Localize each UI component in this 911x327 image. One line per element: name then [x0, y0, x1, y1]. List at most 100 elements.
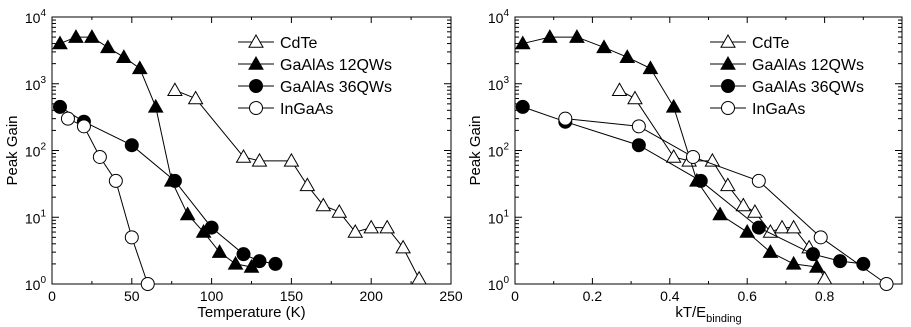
data-point: [167, 82, 183, 96]
y-tick-label: 101: [488, 208, 510, 226]
series-3: [558, 111, 894, 291]
data-point: [68, 29, 84, 43]
data-point: [665, 148, 682, 163]
x-axis-label: Temperature (K): [197, 304, 305, 321]
y-tick-exponent: 1: [503, 208, 509, 219]
legend-label: GaAlAs 12QWs: [752, 57, 864, 74]
legend-marker: [249, 79, 263, 93]
data-point: [693, 173, 708, 188]
series-1: [514, 29, 825, 273]
data-point: [147, 98, 164, 113]
legend-label: GaAlAs 12QWs: [280, 57, 392, 74]
x-tick-label: 0.6: [737, 288, 757, 304]
y-tick-base: 10: [25, 144, 41, 160]
y-tick-exponent: 3: [40, 75, 46, 86]
data-point: [379, 219, 396, 234]
data-point: [611, 82, 628, 96]
data-point: [60, 111, 75, 126]
y-tick-base: 10: [488, 144, 504, 160]
data-point: [52, 35, 68, 50]
y-tick-label: 100: [25, 275, 47, 293]
y-tick-base: 10: [25, 77, 41, 93]
data-point: [569, 29, 585, 43]
data-point: [235, 148, 252, 163]
x-tick-label: 0: [511, 288, 519, 304]
data-point: [92, 149, 107, 164]
series-line: [59, 36, 252, 268]
legend: CdTe GaAlAs 12QWs GaAlAs 36QWs InGaAs: [238, 33, 392, 118]
data-point: [816, 270, 833, 285]
y-tick-base: 10: [488, 10, 504, 26]
data-point: [227, 255, 244, 270]
y-tick-label: 102: [488, 142, 510, 160]
x-tick-label: 150: [280, 288, 304, 304]
data-point: [411, 270, 427, 285]
legend-label: GaAlAs 36QWs: [280, 79, 392, 96]
x-tick-label: 100: [200, 288, 224, 304]
y-tick-exponent: 4: [503, 8, 509, 19]
legend-marker: [720, 55, 736, 70]
data-point: [631, 138, 646, 153]
series-2: [515, 99, 871, 271]
data-point: [251, 152, 268, 167]
series-line: [619, 89, 826, 279]
data-point: [84, 29, 100, 43]
data-point: [167, 173, 182, 188]
data-point: [541, 29, 558, 43]
y-tick-exponent: 2: [40, 142, 46, 153]
data-point: [785, 219, 802, 234]
data-point: [76, 119, 91, 134]
legend: CdTe GaAlAs 12QWs GaAlAs 36QWs InGaAs: [710, 33, 864, 118]
data-point: [124, 138, 139, 153]
data-point: [331, 203, 348, 218]
y-tick-label: 103: [488, 75, 510, 93]
y-tick-label: 101: [25, 208, 47, 226]
data-point: [204, 220, 219, 235]
data-point: [833, 254, 848, 269]
data-point: [283, 152, 300, 167]
data-point: [774, 219, 790, 234]
y-tick-base: 10: [488, 77, 504, 93]
data-point: [712, 206, 728, 221]
y-tick-label: 103: [25, 75, 47, 93]
legend-marker: [721, 101, 735, 115]
legend-marker: [720, 33, 736, 48]
data-point: [735, 197, 752, 212]
data-point: [299, 177, 316, 192]
x-tick-label: 0: [48, 288, 56, 304]
legend-marker: [721, 79, 735, 93]
data-point: [179, 206, 196, 221]
legend-label: CdTe: [752, 35, 789, 52]
legend-label: GaAlAs 36QWs: [752, 79, 864, 96]
data-point: [627, 90, 643, 105]
data-point: [751, 173, 766, 188]
data-point: [395, 239, 411, 254]
data-point: [558, 111, 573, 126]
data-point: [315, 197, 332, 212]
data-point: [363, 219, 380, 234]
legend-marker: [248, 55, 264, 70]
data-point: [762, 244, 779, 258]
data-point: [631, 119, 646, 134]
y-tick-base: 10: [25, 277, 41, 293]
x-tick-label: 0.8: [815, 288, 835, 304]
x-tick-label: 0.2: [583, 288, 603, 304]
data-point: [52, 99, 67, 114]
data-point: [131, 60, 148, 75]
y-tick-base: 10: [25, 10, 41, 26]
data-point: [856, 256, 871, 271]
x-axis-label: kT/Ebinding: [675, 304, 741, 325]
data-point: [879, 277, 894, 291]
data-point: [347, 224, 364, 238]
legend-label: InGaAs: [752, 101, 805, 118]
data-point: [785, 255, 802, 270]
x-tick-label: 0.4: [660, 288, 680, 304]
series-line: [565, 118, 887, 285]
series-1: [52, 29, 260, 273]
data-point: [515, 99, 530, 114]
y-tick-exponent: 3: [503, 75, 509, 86]
y-tick-label: 104: [25, 8, 47, 26]
legend-marker: [248, 33, 264, 48]
legend-marker: [249, 101, 263, 115]
